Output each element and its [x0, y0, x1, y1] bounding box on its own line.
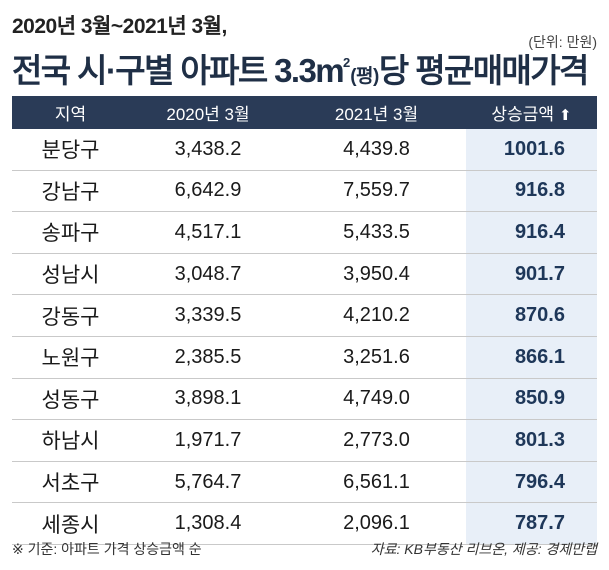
value-2021-cell: 4,210.2: [287, 294, 466, 337]
title-pyeong: (평): [350, 66, 379, 87]
rise-amount-cell: 866.1: [466, 336, 597, 379]
criteria-note: ※ 기준: 아파트 가격 상승금액 순: [12, 541, 202, 557]
rise-amount-cell: 850.9: [466, 378, 597, 421]
column-header-2020: 2020년 3월: [129, 96, 287, 129]
region-cell: 성남시: [12, 253, 129, 296]
value-2020-cell: 3,339.5: [129, 294, 287, 337]
table-row: 송파구 4,517.1 5,433.5 916.4: [12, 211, 597, 254]
chart-subtitle: 2020년 3월~2021년 3월,: [12, 15, 227, 38]
value-2021-cell: 4,749.0: [287, 378, 466, 421]
column-header-rise: 상승금액 ⬆: [466, 96, 597, 129]
rise-amount-cell: 796.4: [466, 461, 597, 504]
value-2020-cell: 3,898.1: [129, 378, 287, 421]
chart-header: 2020년 3월~2021년 3월, (단위: 만원) 전국 시·구별 아파트 …: [12, 0, 597, 96]
column-header-rise-label: 상승금액: [491, 105, 554, 124]
rise-amount-cell: 787.7: [466, 502, 597, 545]
rise-amount-cell: 916.8: [466, 170, 597, 213]
region-cell: 송파구: [12, 211, 129, 254]
title-superscript: 2: [343, 55, 351, 70]
value-2021-cell: 2,773.0: [287, 419, 466, 462]
value-2021-cell: 3,950.4: [287, 253, 466, 296]
rise-amount-cell: 801.3: [466, 419, 597, 462]
value-2020-cell: 1,971.7: [129, 419, 287, 462]
unit-label: (단위: 만원): [528, 34, 597, 50]
table-row: 성남시 3,048.7 3,950.4 901.7: [12, 253, 597, 296]
chart-title: 전국 시·구별 아파트 3.3m2(평)당 평균매매가격: [12, 44, 589, 92]
table-row: 하남시 1,971.7 2,773.0 801.3: [12, 419, 597, 462]
table-header-row: 지역 2020년 3월 2021년 3월 상승금액 ⬆: [12, 96, 597, 129]
table-row: 서초구 5,764.7 6,561.1 796.4: [12, 461, 597, 504]
value-2020-cell: 2,385.5: [129, 336, 287, 379]
column-header-region: 지역: [12, 96, 129, 129]
arrow-up-icon: ⬆: [558, 107, 572, 124]
title-end: 당 평균매매가격: [378, 52, 589, 89]
region-cell: 분당구: [12, 129, 129, 171]
value-2020-cell: 3,438.2: [129, 129, 287, 171]
region-cell: 노원구: [12, 336, 129, 379]
value-2020-cell: 4,517.1: [129, 211, 287, 254]
region-cell: 강동구: [12, 294, 129, 337]
region-cell: 하남시: [12, 419, 129, 462]
value-2021-cell: 4,439.8: [287, 129, 466, 171]
rise-amount-cell: 870.6: [466, 294, 597, 337]
table-row: 세종시 1,308.4 2,096.1 787.7: [12, 502, 597, 545]
region-cell: 서초구: [12, 461, 129, 504]
table-body: 분당구 3,438.2 4,439.8 1001.6 강남구 6,642.9 7,559.7…: [12, 129, 597, 545]
value-2020-cell: 5,764.7: [129, 461, 287, 504]
value-2021-cell: 6,561.1: [287, 461, 466, 504]
value-2021-cell: 2,096.1: [287, 502, 466, 545]
table-row: 강남구 6,642.9 7,559.7 916.8: [12, 170, 597, 213]
rise-amount-cell: 916.4: [466, 211, 597, 254]
rise-amount-cell: 1001.6: [466, 129, 597, 171]
value-2020-cell: 6,642.9: [129, 170, 287, 213]
region-cell: 강남구: [12, 170, 129, 213]
rise-amount-cell: 901.7: [466, 253, 597, 296]
region-cell: 세종시: [12, 502, 129, 545]
value-2021-cell: 5,433.5: [287, 211, 466, 254]
value-2021-cell: 7,559.7: [287, 170, 466, 213]
region-cell: 성동구: [12, 378, 129, 421]
value-2020-cell: 3,048.7: [129, 253, 287, 296]
value-2021-cell: 3,251.6: [287, 336, 466, 379]
table-row: 노원구 2,385.5 3,251.6 866.1: [12, 336, 597, 379]
table-row: 성동구 3,898.1 4,749.0 850.9: [12, 378, 597, 421]
source-note: 자료: KB부동산 리브온, 제공: 경제만랩: [370, 541, 597, 557]
price-table: 지역 2020년 3월 2021년 3월 상승금액 ⬆ 분당구 3,438.2 4,4…: [12, 96, 597, 545]
title-main: 전국 시·구별 아파트 3.3m: [12, 52, 345, 89]
table-row: 강동구 3,339.5 4,210.2 870.6: [12, 294, 597, 337]
column-header-2021: 2021년 3월: [287, 96, 466, 129]
table-row: 분당구 3,438.2 4,439.8 1001.6: [12, 129, 597, 171]
value-2020-cell: 1,308.4: [129, 502, 287, 545]
chart-footer: ※ 기준: 아파트 가격 상승금액 순 자료: KB부동산 리브온, 제공: 경…: [12, 539, 597, 559]
